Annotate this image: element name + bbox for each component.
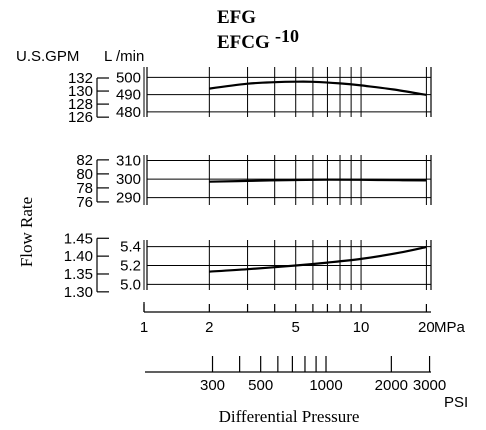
lmin-tick-label: 300 [116, 171, 141, 188]
gpm-tick-label: 126 [68, 109, 93, 126]
mpa-unit-label: MPa [434, 319, 466, 336]
lmin-tick-label: 500 [116, 69, 141, 86]
psi-tick-label: 500 [248, 377, 273, 394]
x-axis-title: Differential Pressure [219, 407, 360, 426]
gpm-tick-label: 80 [76, 166, 93, 183]
psi-unit-label: PSI [444, 394, 468, 411]
mpa-tick-label: 20 [418, 319, 435, 336]
lmin-tick-label: 5.0 [120, 276, 141, 293]
lmin-tick-label: 480 [116, 104, 141, 121]
psi-tick-label: 3000 [413, 377, 446, 394]
y-axis-title: Flow Rate [17, 197, 36, 267]
lmin-tick-label: 5.2 [120, 257, 141, 274]
gpm-tick-label: 82 [76, 152, 93, 169]
mpa-tick-label: 2 [205, 319, 213, 336]
lmin-tick-label: 490 [116, 87, 141, 104]
panel-3: 5.0 5.25.4 1.301.351.401.45 [64, 230, 432, 301]
mpa-tick-label: 5 [292, 319, 300, 336]
lmin-tick-label: 5.4 [120, 239, 141, 256]
lmin-tick-label: 310 [116, 153, 141, 170]
gpm-tick-label: 1.35 [64, 266, 93, 283]
unit-gpm-label: U.S.GPM [16, 48, 79, 65]
axes-layer: 1 2 5 10 20 300 500 1000 2000 3000 [140, 302, 446, 394]
flow-curve [209, 246, 427, 273]
flow-curve [209, 80, 427, 96]
psi-tick-label: 2000 [375, 377, 408, 394]
gpm-tick-label: 1.45 [64, 230, 93, 247]
unit-lmin-label: L /min [104, 48, 144, 65]
chart-title-suffix: -10 [275, 26, 299, 46]
chart-title-line1: EFG [217, 7, 256, 28]
psi-tick-label: 300 [200, 377, 225, 394]
gpm-tick-label: 130 [68, 83, 93, 100]
flow-curve [209, 178, 427, 183]
mpa-tick-label: 10 [353, 319, 370, 336]
gpm-tick-label: 1.40 [64, 248, 93, 265]
gpm-tick-label: 78 [76, 180, 93, 197]
chart-title-line2: EFCG [217, 32, 270, 53]
psi-tick-label: 1000 [309, 377, 342, 394]
gpm-tick-label: 1.30 [64, 284, 93, 301]
lmin-tick-label: 290 [116, 190, 141, 207]
mpa-tick-label: 1 [140, 319, 148, 336]
gpm-tick-label: 132 [68, 70, 93, 87]
gpm-tick-label: 76 [76, 194, 93, 211]
gpm-tick-label: 128 [68, 96, 93, 113]
